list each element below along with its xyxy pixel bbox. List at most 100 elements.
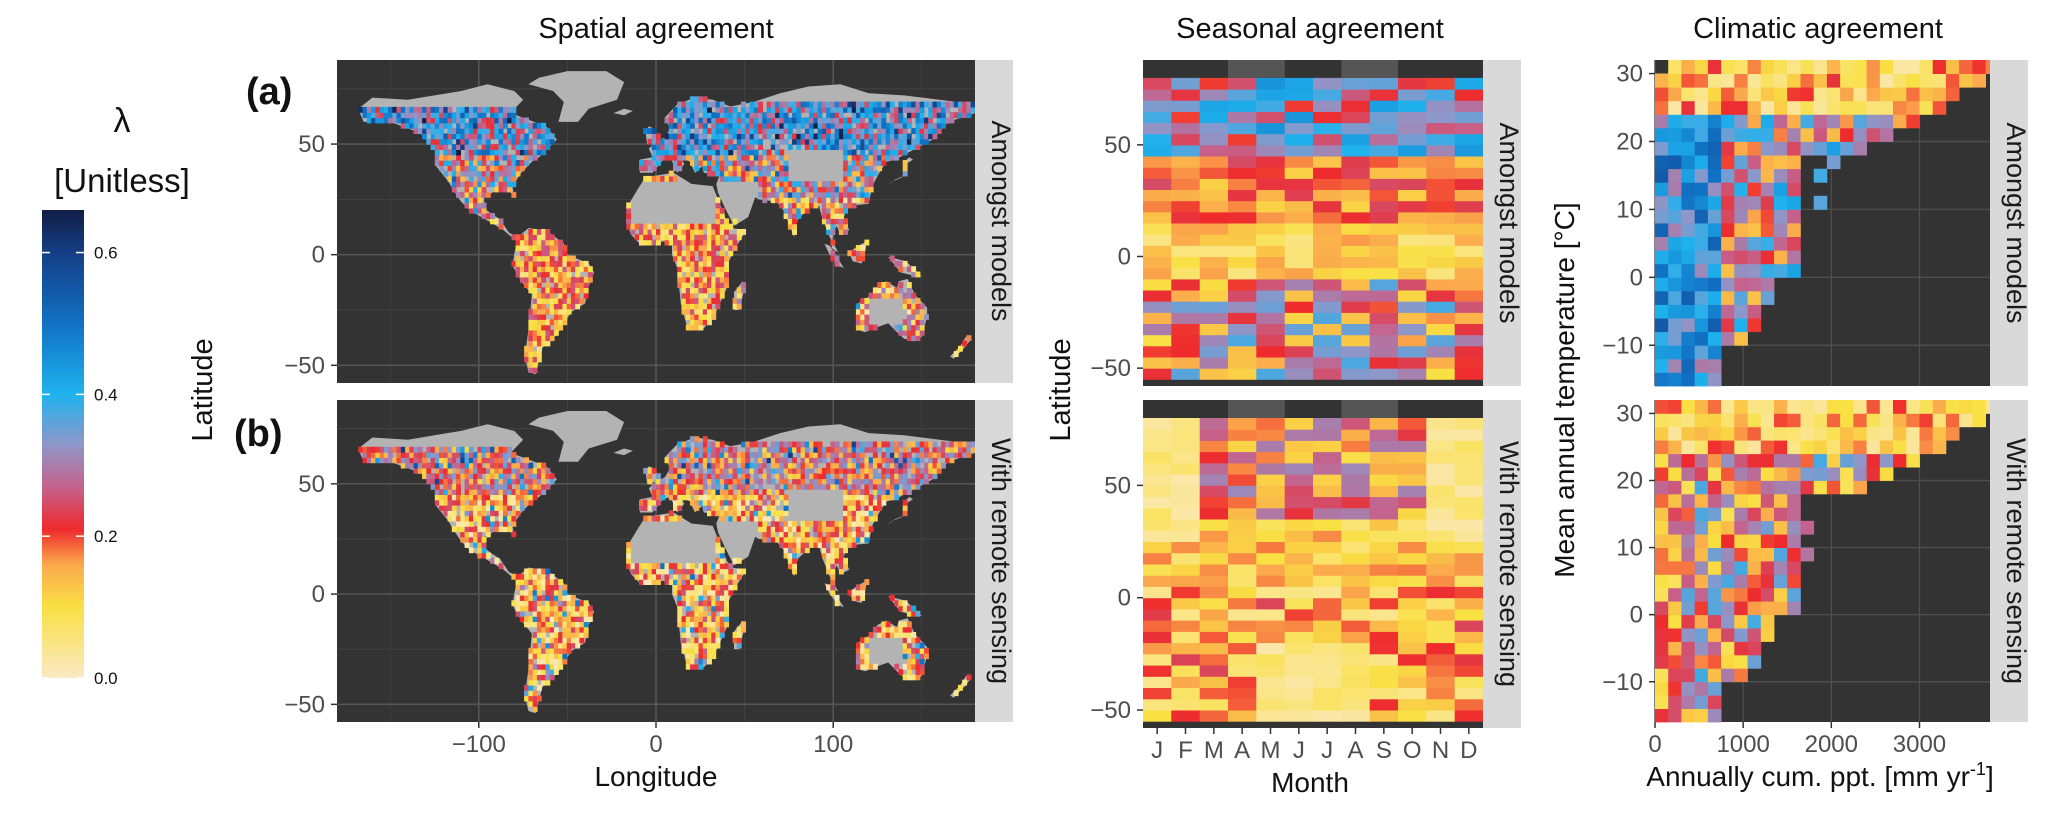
map-cell <box>711 616 716 622</box>
map-cell <box>648 516 653 522</box>
map-cell <box>877 293 882 299</box>
map-cell <box>524 272 529 278</box>
map-cell <box>724 245 729 251</box>
map-cell <box>537 346 542 352</box>
map-cell <box>550 621 555 627</box>
climatic-cell <box>1748 305 1762 319</box>
map-cell <box>686 616 691 622</box>
map-cell <box>903 606 908 612</box>
seasonal-xtick-label: O <box>1403 737 1422 764</box>
map-cell <box>873 107 878 113</box>
map-cell <box>443 510 448 516</box>
seasonal-cell <box>1171 587 1200 599</box>
map-cell <box>720 489 725 495</box>
map-cell <box>711 298 716 304</box>
map-cell <box>856 664 861 670</box>
map-cell <box>796 112 801 118</box>
seasonal-cell <box>1171 156 1200 168</box>
climatic-cell <box>1761 277 1775 291</box>
map-cell <box>720 261 725 267</box>
map-cell <box>856 112 861 118</box>
map-cell <box>724 261 729 267</box>
map-cell <box>456 500 461 506</box>
map-cell <box>779 155 784 161</box>
climatic-cell <box>1946 87 1960 101</box>
seasonal-cell <box>1171 212 1200 224</box>
map-cell <box>911 674 916 680</box>
seasonal-cell <box>1228 508 1257 520</box>
seasonal-cell <box>1398 429 1427 441</box>
map-cell <box>494 118 499 124</box>
map-cell <box>916 452 921 458</box>
map-cell <box>588 277 593 283</box>
map-cell <box>643 176 648 182</box>
climatic-cell <box>1708 345 1722 359</box>
seasonal-cell <box>1341 587 1370 599</box>
climatic-cell <box>1734 196 1748 210</box>
map-cell <box>452 187 457 193</box>
seasonal-cell <box>1341 201 1370 213</box>
map-cell <box>686 144 691 150</box>
map-cell <box>694 611 699 617</box>
map-cell <box>818 526 823 532</box>
map-cell <box>435 133 440 139</box>
map-cell <box>898 606 903 612</box>
map-cell <box>724 579 729 585</box>
map-cell <box>835 112 840 118</box>
map-cell <box>711 457 716 463</box>
map-cell <box>911 648 916 654</box>
map-cell <box>894 107 899 113</box>
map-cell <box>703 447 708 453</box>
map-cell <box>465 187 470 193</box>
map-cell <box>818 133 823 139</box>
map-cell <box>537 584 542 590</box>
map-cell <box>499 181 504 187</box>
map-cell <box>690 102 695 108</box>
map-cell <box>843 537 848 543</box>
map-cell <box>847 165 852 171</box>
map-cell <box>809 128 814 134</box>
map-cell <box>465 537 470 543</box>
map-cell <box>690 160 695 166</box>
map-cell <box>541 261 546 267</box>
map-cell <box>682 463 687 469</box>
climatic-cell <box>1880 128 1894 142</box>
map-cell <box>656 133 661 139</box>
map-cell <box>907 319 912 325</box>
map-cell <box>682 584 687 590</box>
map-cell <box>707 303 712 309</box>
map-cell <box>707 144 712 150</box>
map-cell <box>924 128 929 134</box>
map-cell <box>864 187 869 193</box>
climatic-cell <box>1695 60 1709 74</box>
map-cell <box>711 579 716 585</box>
map-cell <box>703 627 708 633</box>
seasonal-cell <box>1313 324 1342 336</box>
map-cell <box>558 600 563 606</box>
climatic-cell <box>1761 169 1775 183</box>
map-cell <box>660 176 665 182</box>
map-cell <box>460 452 465 458</box>
map-cell <box>916 669 921 675</box>
map-cell <box>533 139 538 145</box>
seasonal-cell <box>1200 201 1229 213</box>
map-cell <box>656 489 661 495</box>
map-cell <box>473 144 478 150</box>
map-cell <box>431 112 436 118</box>
map-cell <box>716 447 721 453</box>
map-cell <box>745 463 750 469</box>
climatic-cell <box>1708 169 1722 183</box>
map-cell <box>456 133 461 139</box>
map-cell <box>962 102 967 108</box>
map-cell <box>877 107 882 113</box>
map-cell <box>716 256 721 262</box>
map-cell <box>562 256 567 262</box>
map-cell <box>886 468 891 474</box>
map-cell <box>571 287 576 293</box>
seasonal-cell <box>1228 665 1257 677</box>
map-cell <box>562 314 567 320</box>
map-cell <box>801 473 806 479</box>
map-cell <box>779 442 784 448</box>
climatic-cell <box>1774 114 1788 128</box>
map-cell <box>533 701 538 707</box>
